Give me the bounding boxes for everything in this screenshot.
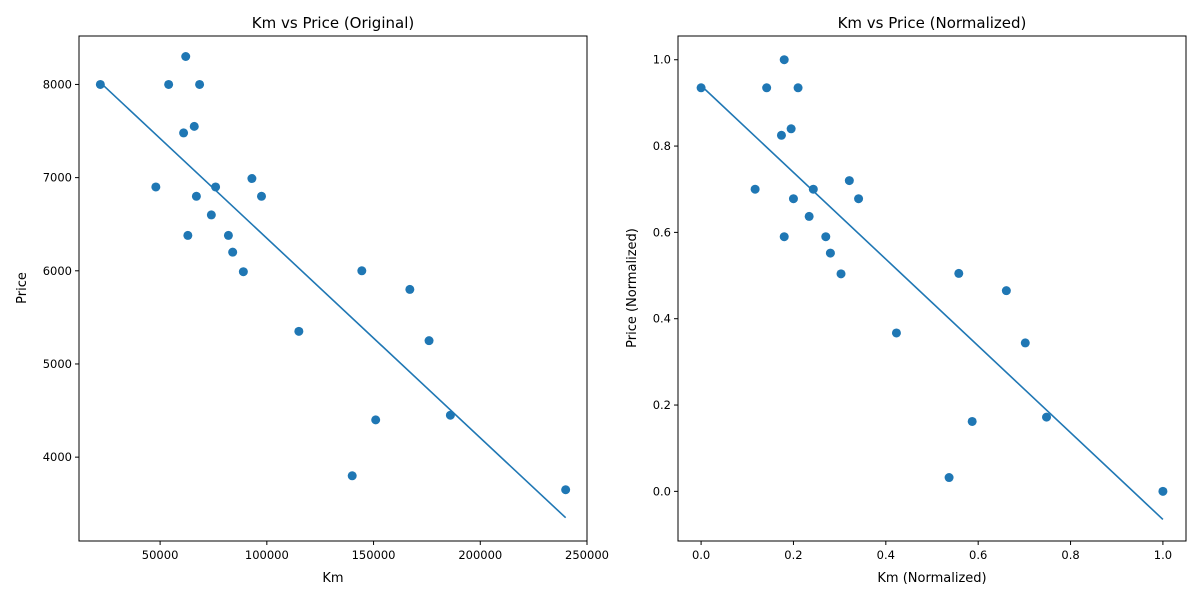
scatter-point-original — [151, 182, 161, 192]
scatter-point-original — [357, 266, 367, 276]
scatter-point-original — [371, 415, 381, 425]
y-tick-label-normalized: 0.8 — [653, 139, 671, 153]
chart-title-normalized: Km vs Price (Normalized) — [838, 14, 1027, 32]
chart-title-original: Km vs Price (Original) — [252, 14, 414, 32]
scatter-point-normalized — [854, 194, 864, 204]
x-tick-label-original: 50000 — [142, 548, 179, 562]
scatter-point-original — [211, 182, 221, 192]
regression-line-normalized — [700, 85, 1164, 521]
y-tick-label-original: 5000 — [43, 357, 72, 371]
x-ticks-normalized: 0.0 0.2 0.4 0.6 0.8 1.0 — [692, 541, 1172, 562]
y-tick-label-normalized: 0.6 — [653, 225, 671, 239]
y-ticks-normalized: 0.0 0.2 0.4 0.6 0.8 1.0 — [653, 53, 678, 498]
scatter-point-normalized — [1042, 412, 1052, 422]
y-tick-label-normalized: 1.0 — [653, 53, 671, 67]
scatter-point-original — [189, 121, 199, 131]
scatter-point-original — [183, 230, 193, 240]
scatter-point-normalized — [891, 328, 901, 338]
scatter-point-original — [179, 128, 189, 138]
scatter-point-original — [238, 267, 248, 277]
scatter-point-normalized — [762, 83, 772, 93]
plot-frame-normalized — [677, 35, 1187, 542]
scatter-point-normalized — [776, 130, 786, 140]
y-axis-label-original: Price — [15, 272, 30, 304]
scatter-point-normalized — [793, 83, 803, 93]
scatter-point-original — [206, 210, 216, 220]
scatter-point-original — [195, 79, 205, 89]
x-tick-label-normalized: 0.0 — [692, 548, 710, 562]
regression-line-original — [99, 82, 567, 519]
y-axis-label-normalized: Price (Normalized) — [625, 228, 640, 348]
scatter-point-original — [95, 79, 105, 89]
scatter-point-normalized — [779, 232, 789, 242]
scatter-point-original — [228, 247, 238, 257]
x-tick-label-normalized: 0.6 — [969, 548, 987, 562]
x-tick-label-normalized: 0.2 — [784, 548, 802, 562]
x-tick-label-normalized: 0.4 — [877, 548, 895, 562]
scatter-point-normalized — [786, 124, 796, 134]
marks-original — [95, 51, 571, 519]
x-axis-label-normalized: Km (Normalized) — [877, 571, 986, 586]
x-tick-label-normalized: 1.0 — [1154, 548, 1172, 562]
subplot-normalized: 0.0 0.2 0.4 0.6 0.8 1.0 0.0 0.2 0.4 0.6 0.8 1.0 Km… — [625, 14, 1187, 586]
scatter-point-original — [256, 191, 266, 201]
scatter-point-normalized — [750, 184, 760, 194]
scatter-point-normalized — [944, 473, 954, 483]
scatter-point-normalized — [1158, 486, 1168, 496]
scatter-point-original — [247, 174, 257, 184]
x-tick-label-original: 100000 — [245, 548, 289, 562]
scatter-point-original — [561, 485, 571, 495]
x-tick-label-normalized: 0.8 — [1061, 548, 1079, 562]
marks-normalized — [696, 55, 1168, 521]
scatter-point-original — [164, 79, 174, 89]
scatter-point-normalized — [967, 416, 977, 426]
scatter-point-normalized — [808, 184, 818, 194]
scatter-point-normalized — [825, 248, 835, 258]
x-tick-label-original: 150000 — [352, 548, 396, 562]
y-tick-label-normalized: 0.0 — [653, 484, 671, 498]
x-tick-label-original: 250000 — [565, 548, 609, 562]
scatter-point-normalized — [954, 268, 964, 278]
y-tick-label-normalized: 0.4 — [653, 312, 671, 326]
scatter-point-original — [424, 336, 434, 346]
scatter-point-normalized — [836, 269, 846, 279]
scatter-point-normalized — [844, 176, 854, 186]
scatter-point-normalized — [779, 55, 789, 65]
subplot-original: 50000 100000 150000 200000 250000 4000 5000 60… — [15, 14, 609, 586]
y-ticks-original: 4000 5000 6000 7000 8000 — [43, 77, 79, 464]
scatter-point-original — [191, 191, 201, 201]
scatter-point-original — [181, 51, 191, 61]
scatter-point-normalized — [788, 194, 798, 204]
scatter-point-normalized — [1020, 338, 1030, 348]
y-tick-label-original: 7000 — [43, 171, 72, 185]
x-tick-label-original: 200000 — [458, 548, 502, 562]
scatter-point-original — [445, 410, 455, 420]
scatter-point-original — [347, 471, 357, 481]
y-tick-label-original: 8000 — [43, 77, 72, 91]
scatter-point-original — [223, 230, 233, 240]
scatter-point-original — [405, 284, 415, 294]
scatter-point-normalized — [696, 83, 706, 93]
scatter-point-normalized — [821, 232, 831, 242]
scatter-point-original — [294, 326, 304, 336]
x-ticks-original: 50000 100000 150000 200000 250000 — [142, 541, 609, 562]
plot-frame-original — [78, 35, 588, 542]
y-tick-label-original: 6000 — [43, 264, 72, 278]
scatter-point-normalized — [804, 211, 814, 221]
y-tick-label-original: 4000 — [43, 450, 72, 464]
x-axis-label-original: Km — [322, 571, 343, 586]
y-tick-label-normalized: 0.2 — [653, 398, 671, 412]
scatter-point-normalized — [1001, 286, 1011, 296]
